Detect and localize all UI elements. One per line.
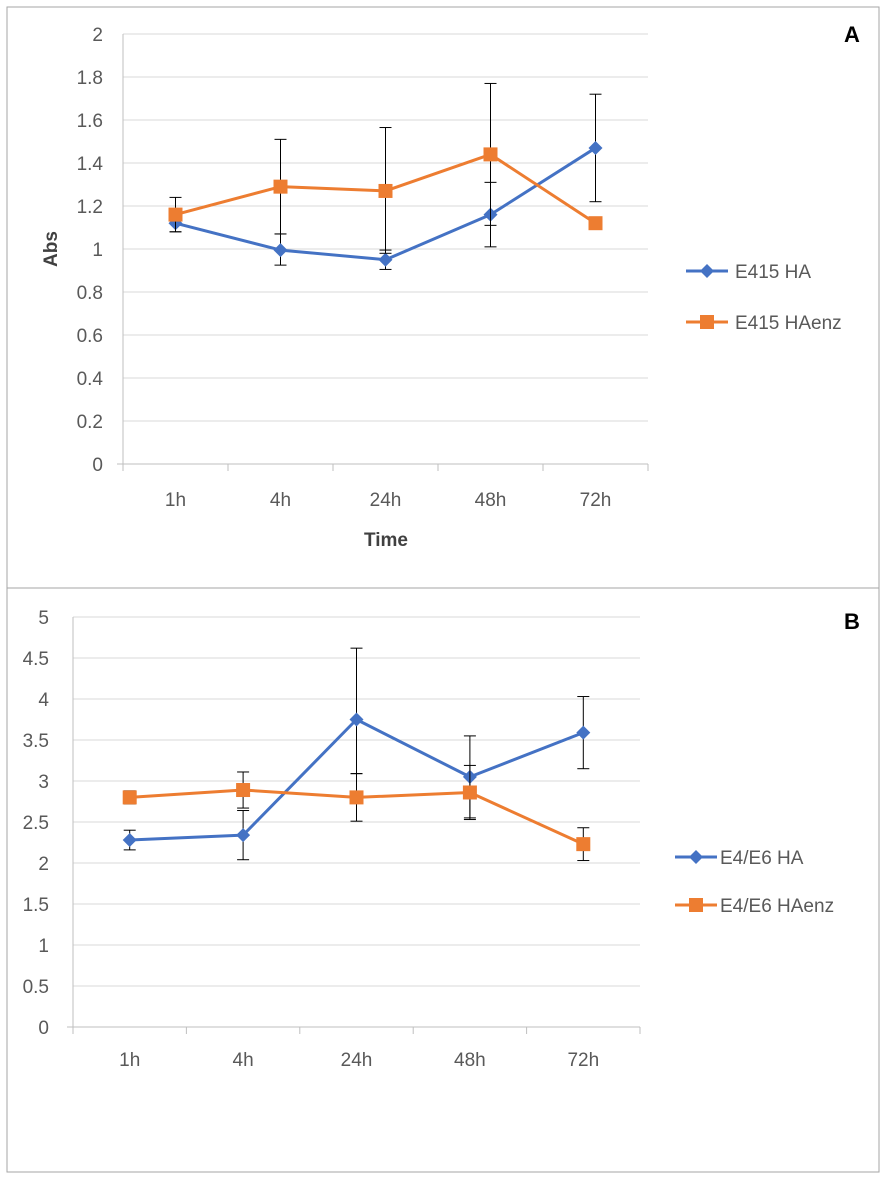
y-tick-label: 4: [38, 690, 49, 711]
y-tick-label: 4.5: [23, 649, 49, 670]
panel-a-y-tick-labels: 0 0.2 0.4 0.6 0.8 1 1.2 1.4 1.6 1.8 2: [77, 25, 104, 476]
x-tick-label: 24h: [341, 1050, 373, 1071]
legend-item-e4e6-haenz: E4/E6 HAenz: [675, 896, 834, 917]
x-tick-label: 1h: [165, 490, 186, 511]
panel-b: B 0 0.5 1 1.5 2 2.5 3 3.5 4 4.5 5 1h 4h 24h 48h 72h E4…: [6, 587, 880, 1173]
data-point-square: [168, 207, 183, 222]
y-tick-label: 3: [38, 772, 49, 793]
legend-diamond-marker: [700, 264, 714, 278]
x-tick-label: 72h: [567, 1050, 599, 1071]
panel-a-letter: A: [844, 22, 860, 47]
y-tick-label: 0.4: [77, 369, 104, 390]
panel-a-x-axis: 1h 4h 24h 48h 72h: [117, 34, 649, 511]
panel-a-x-axis-title: Time: [364, 530, 408, 551]
panel-b-letter: B: [844, 609, 860, 634]
y-tick-label: 1: [92, 240, 103, 261]
legend-label-e4e6-ha: E4/E6 HA: [720, 848, 804, 869]
y-tick-label: 2: [38, 854, 49, 875]
y-tick-label: 0.5: [23, 977, 49, 998]
data-point-diamond: [588, 140, 603, 155]
y-tick-label: 0: [92, 455, 103, 476]
x-tick-label: 72h: [580, 490, 612, 511]
y-tick-label: 0.2: [77, 412, 103, 433]
data-point-square: [273, 179, 288, 194]
y-tick-label: 2: [92, 25, 103, 46]
legend-item-e4e6-ha: E4/E6 HA: [675, 848, 804, 869]
x-tick-label: 24h: [370, 490, 402, 511]
y-tick-label: 1.4: [77, 154, 104, 175]
legend-item-e415-haenz: E415 HAenz: [686, 313, 842, 334]
data-point-square: [462, 785, 477, 800]
panel-a-border: [6, 6, 880, 589]
y-tick-label: 1.6: [77, 111, 103, 132]
y-tick-label: 0.8: [77, 283, 103, 304]
data-point-diamond: [273, 243, 288, 258]
legend-square-marker: [689, 898, 703, 912]
legend-label-e415-haenz: E415 HAenz: [735, 313, 842, 334]
legend-square-marker: [700, 315, 714, 329]
legend-item-e415-ha: E415 HA: [686, 262, 811, 283]
data-point-square: [349, 790, 364, 805]
legend-label-e415-ha: E415 HA: [735, 262, 811, 283]
y-tick-label: 0.6: [77, 326, 103, 347]
x-tick-label: 48h: [475, 490, 507, 511]
data-point-square: [236, 783, 251, 798]
panel-a: A Abs Time 0 0.2 0.4 0.6 0.8 1 1.2 1.4 1.6 1.8 2 1…: [6, 6, 880, 589]
x-tick-label: 4h: [233, 1050, 254, 1071]
series-e415-haenz: [168, 82, 603, 254]
y-tick-label: 2.5: [23, 813, 49, 834]
data-point-diamond: [576, 725, 591, 740]
panel-b-series: [122, 647, 591, 862]
y-tick-label: 1.5: [23, 895, 49, 916]
y-tick-label: 5: [38, 608, 49, 629]
panel-a-series: [168, 82, 603, 270]
data-point-square: [378, 183, 393, 198]
x-tick-label: 48h: [454, 1050, 486, 1071]
panel-b-border: [6, 587, 880, 1173]
x-tick-label: 1h: [119, 1050, 140, 1071]
data-point-square: [576, 837, 591, 852]
data-point-square: [588, 216, 603, 231]
legend-label-e4e6-haenz: E4/E6 HAenz: [720, 896, 834, 917]
data-point-square: [122, 790, 137, 805]
panel-a-legend: E415 HA E415 HAenz: [686, 262, 842, 334]
data-point-diamond: [122, 833, 137, 848]
panel-b-x-axis: 1h 4h 24h 48h 72h: [67, 617, 641, 1071]
data-point-diamond: [236, 828, 251, 843]
panel-b-y-tick-labels: 0 0.5 1 1.5 2 2.5 3 3.5 4 4.5 5: [23, 608, 50, 1039]
legend-diamond-marker: [689, 850, 703, 864]
panel-a-y-axis-title: Abs: [41, 231, 62, 267]
y-tick-label: 3.5: [23, 731, 49, 752]
y-tick-label: 1.8: [77, 68, 103, 89]
x-tick-label: 4h: [270, 490, 291, 511]
data-point-diamond: [349, 712, 364, 727]
data-point-square: [483, 147, 498, 162]
series-e4-e6-haenz: [122, 764, 591, 862]
y-tick-label: 0: [38, 1018, 49, 1039]
y-tick-label: 1: [38, 936, 49, 957]
data-point-diamond: [378, 252, 393, 267]
panel-b-legend: E4/E6 HA E4/E6 HAenz: [675, 848, 834, 917]
y-tick-label: 1.2: [77, 197, 103, 218]
